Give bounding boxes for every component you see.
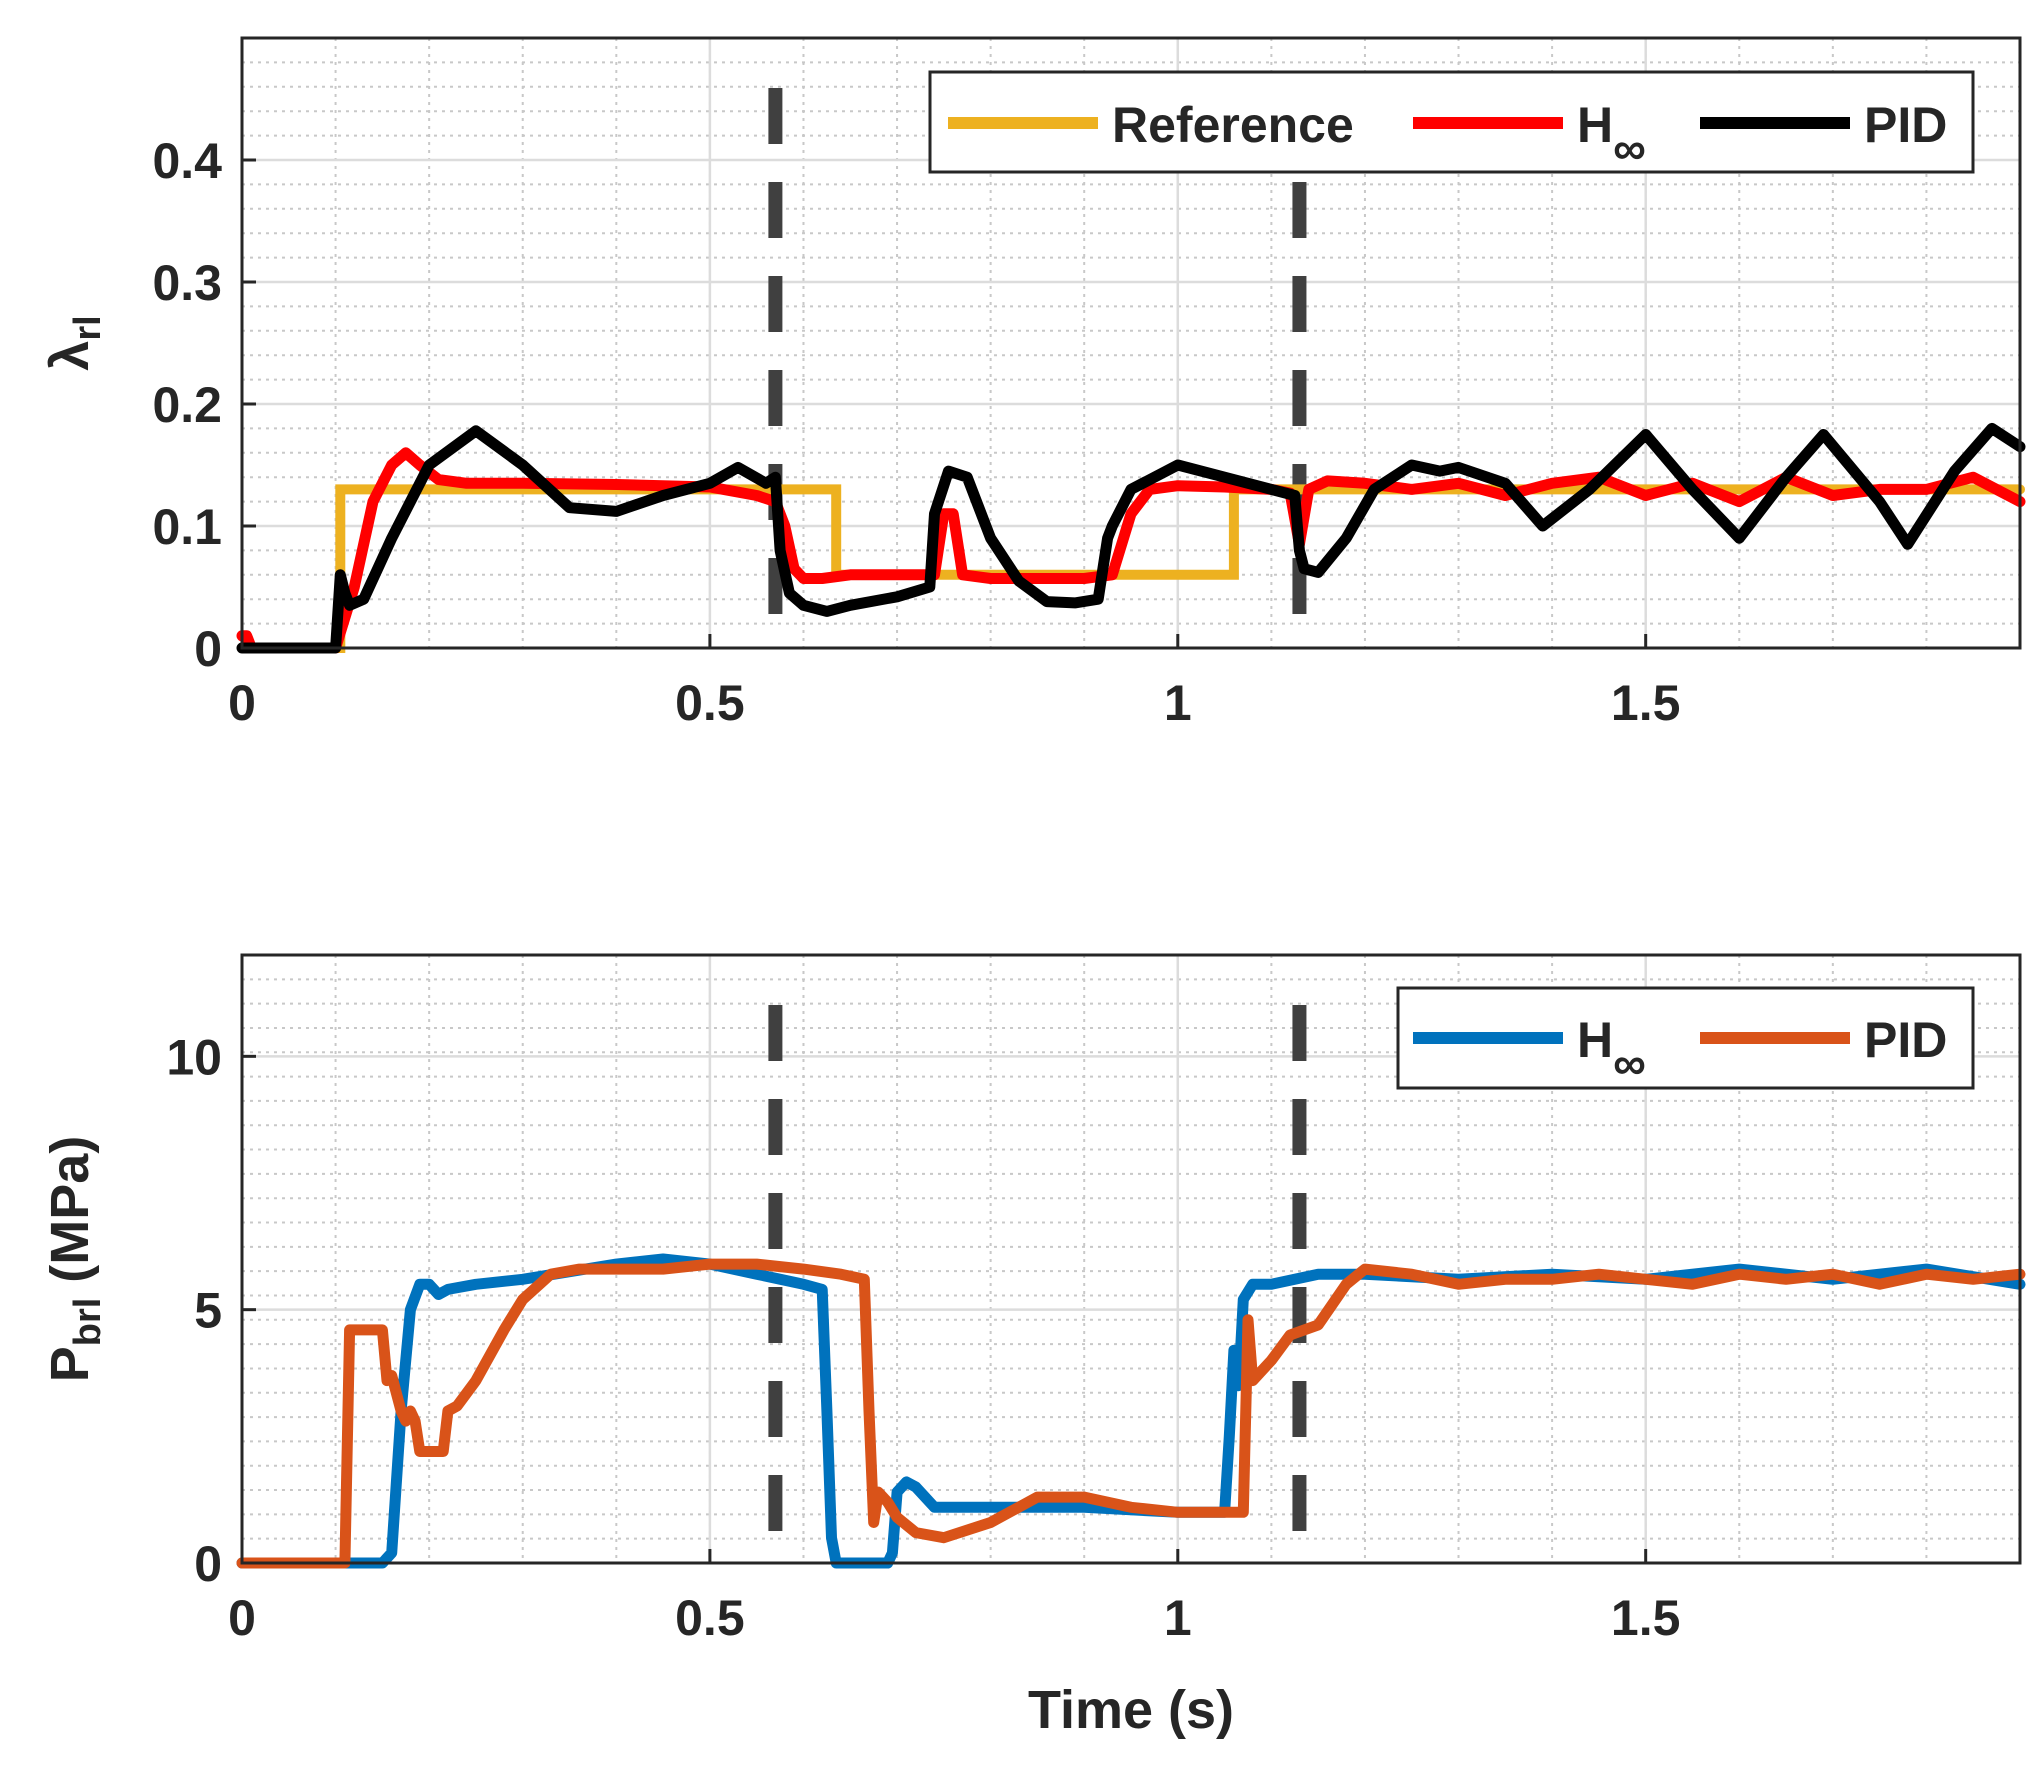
x-tick-label: 0.5 bbox=[675, 1590, 745, 1646]
y-tick-label: 0.2 bbox=[152, 377, 222, 433]
y-tick-label: 0 bbox=[194, 621, 222, 677]
x-axis-title: Time (s) bbox=[1028, 1680, 1234, 1740]
series-layer bbox=[236, 422, 2026, 654]
y-tick-label: 0.1 bbox=[152, 499, 222, 555]
x-tick-label: 1 bbox=[1164, 675, 1192, 731]
legend-label-h-infinity: H∞ bbox=[1577, 97, 1646, 174]
series-line-hinf_bottom bbox=[236, 1253, 2026, 1569]
y-tick-label: 0.4 bbox=[152, 133, 222, 189]
y-tick-label: 10 bbox=[166, 1029, 222, 1085]
y-axis-title: λrl bbox=[40, 315, 109, 370]
legend-label-h-infinity-main: H bbox=[1577, 97, 1613, 153]
series-line-pid_top bbox=[236, 422, 2026, 654]
x-tick-label: 1.5 bbox=[1611, 675, 1681, 731]
axes-box bbox=[240, 953, 2022, 1565]
tick-labels: 0 0.5 1 1.5 0 0.1 0.2 0.3 0.4 bbox=[152, 133, 1680, 731]
x-tick-label: 1 bbox=[1164, 1590, 1192, 1646]
y-tick-label: 0.3 bbox=[152, 255, 222, 311]
y-tick-label: 0 bbox=[194, 1536, 222, 1592]
x-tick-label: 1.5 bbox=[1611, 1590, 1681, 1646]
series-layer bbox=[236, 1253, 2026, 1569]
legend-label-pid: PID bbox=[1864, 1012, 1947, 1068]
tick-labels: 0 0.5 1 1.5 0 5 10 bbox=[166, 1029, 1680, 1646]
bottom-chart-panel: 0 0.5 1 1.5 0 5 10 Pbrl (MPa) H∞ PID bbox=[40, 953, 2026, 1646]
legend-label-reference: Reference bbox=[1112, 97, 1354, 153]
axes-box bbox=[240, 36, 2022, 650]
legend-label-h-infinity: H∞ bbox=[1577, 1012, 1646, 1089]
y-axis-title-main: λ bbox=[40, 341, 100, 371]
legend: Reference H∞ PID bbox=[928, 70, 1975, 174]
y-axis-title-sub: rl bbox=[67, 315, 109, 340]
legend-label-h-infinity-main: H bbox=[1577, 1012, 1613, 1068]
x-tick-label: 0.5 bbox=[675, 675, 745, 731]
x-tick-label: 0 bbox=[228, 1590, 256, 1646]
top-chart-panel: 0 0.5 1 1.5 0 0.1 0.2 0.3 0.4 λrl Reference H∞ P… bbox=[40, 36, 2026, 731]
series-line-pid_bottom bbox=[236, 1258, 2026, 1569]
x-tick-label: 0 bbox=[228, 675, 256, 731]
y-axis-title-suffix: (MPa) bbox=[40, 1136, 100, 1298]
legend: H∞ PID bbox=[1396, 986, 1975, 1090]
legend-label-h-infinity-sub: ∞ bbox=[1613, 1037, 1646, 1089]
y-tick-label: 5 bbox=[194, 1283, 222, 1339]
y-axis-title: Pbrl (MPa) bbox=[40, 1136, 109, 1383]
legend-label-pid: PID bbox=[1864, 97, 1947, 153]
y-axis-title-sub: brl bbox=[67, 1298, 109, 1347]
legend-label-h-infinity-sub: ∞ bbox=[1613, 122, 1646, 174]
y-axis-title-main: P bbox=[40, 1346, 100, 1382]
